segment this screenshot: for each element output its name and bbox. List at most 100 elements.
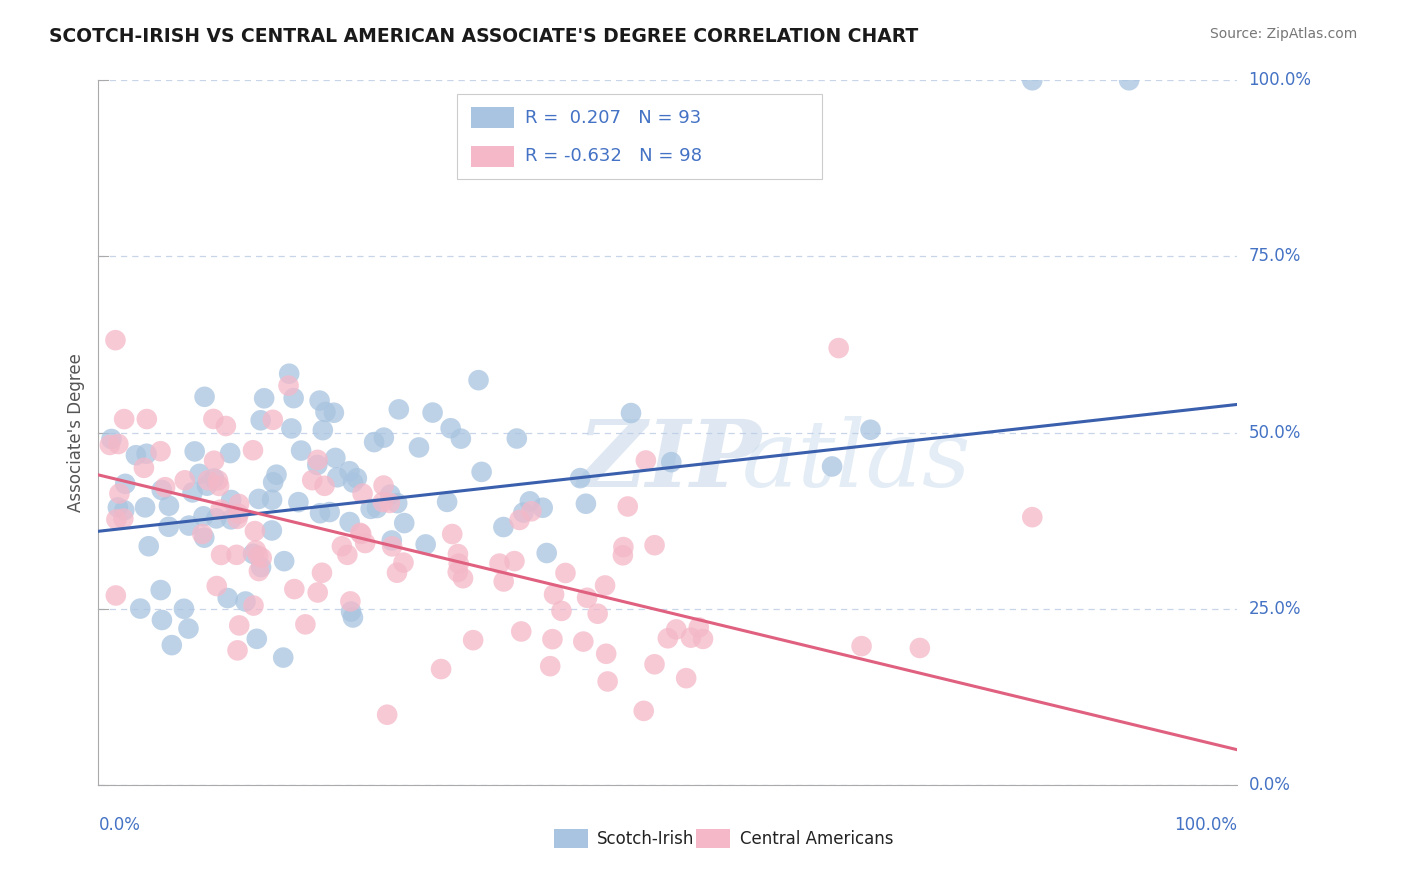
Text: 25.0%: 25.0% <box>1249 599 1301 618</box>
Point <box>492 574 515 589</box>
Point <box>373 431 395 445</box>
Point <box>153 480 176 494</box>
Point <box>385 566 408 580</box>
Text: 0.0%: 0.0% <box>98 815 141 833</box>
Point <box>228 497 250 511</box>
Point <box>287 495 309 509</box>
Point <box>112 503 135 517</box>
Point <box>543 587 565 601</box>
Point <box>235 594 257 608</box>
Point <box>569 471 592 485</box>
Point <box>450 432 472 446</box>
Text: SCOTCH-IRISH VS CENTRAL AMERICAN ASSOCIATE'S DEGREE CORRELATION CHART: SCOTCH-IRISH VS CENTRAL AMERICAN ASSOCIA… <box>49 27 918 45</box>
Point <box>512 506 534 520</box>
Point <box>135 412 157 426</box>
Point <box>100 432 122 446</box>
Point <box>228 618 250 632</box>
Point <box>246 632 269 646</box>
Point <box>149 583 172 598</box>
Point <box>339 464 361 478</box>
Point <box>262 413 284 427</box>
Point <box>242 547 264 561</box>
Point <box>307 585 329 599</box>
Point <box>247 549 270 563</box>
Point <box>394 516 416 530</box>
Point <box>330 539 353 553</box>
Point <box>634 453 657 467</box>
Point <box>266 467 288 482</box>
Point <box>226 512 249 526</box>
Point <box>183 444 205 458</box>
Point <box>207 473 229 487</box>
Point <box>1118 73 1140 87</box>
Point <box>519 494 541 508</box>
Point <box>219 512 242 526</box>
Point <box>659 455 682 469</box>
Point <box>520 504 543 518</box>
Point <box>325 450 347 465</box>
Point <box>243 524 266 538</box>
Point <box>309 506 332 520</box>
Point <box>202 412 225 426</box>
Point <box>205 511 228 525</box>
Point <box>572 634 595 648</box>
Point <box>104 333 127 347</box>
Point <box>262 492 284 507</box>
Point <box>242 599 264 613</box>
Point <box>134 500 156 515</box>
Point <box>112 511 135 525</box>
Point <box>208 479 231 493</box>
Text: Central Americans: Central Americans <box>740 830 893 847</box>
Point <box>340 605 363 619</box>
Point <box>586 607 609 621</box>
Point <box>312 423 335 437</box>
Point <box>510 624 533 639</box>
Point <box>307 458 329 472</box>
Point <box>354 536 377 550</box>
Point <box>388 402 411 417</box>
Point <box>215 419 238 434</box>
Point <box>250 560 273 574</box>
Point <box>108 486 131 500</box>
Point <box>193 390 215 404</box>
Point <box>219 446 242 460</box>
Text: Scotch-Irish: Scotch-Irish <box>598 830 695 847</box>
Point <box>177 518 200 533</box>
Point <box>381 540 404 554</box>
Point <box>541 632 564 647</box>
Point <box>828 341 851 355</box>
Point <box>107 500 129 515</box>
Point <box>488 557 510 571</box>
Point <box>249 413 271 427</box>
Point <box>245 543 267 558</box>
Point <box>536 546 558 560</box>
Point <box>447 557 470 571</box>
Point <box>193 509 215 524</box>
Point <box>392 556 415 570</box>
Point <box>408 441 430 455</box>
Point <box>616 500 638 514</box>
Point <box>322 406 344 420</box>
Point <box>436 495 458 509</box>
Text: 0.0%: 0.0% <box>1249 776 1291 794</box>
Point <box>107 437 129 451</box>
Point <box>150 613 173 627</box>
Point <box>271 650 294 665</box>
Point <box>191 527 214 541</box>
Point <box>679 631 702 645</box>
Point <box>260 524 283 538</box>
Point <box>205 579 228 593</box>
Text: 50.0%: 50.0% <box>1249 424 1301 442</box>
Point <box>575 497 598 511</box>
Text: Source: ZipAtlas.com: Source: ZipAtlas.com <box>1209 27 1357 41</box>
Point <box>1021 510 1043 524</box>
Point <box>253 391 276 405</box>
Text: R = -0.632   N = 98: R = -0.632 N = 98 <box>526 147 703 165</box>
Point <box>688 620 710 634</box>
Point <box>657 632 679 646</box>
Point <box>308 393 330 408</box>
Point <box>217 591 239 605</box>
Text: 100.0%: 100.0% <box>1249 71 1312 89</box>
Point <box>104 589 127 603</box>
Point <box>366 501 388 516</box>
